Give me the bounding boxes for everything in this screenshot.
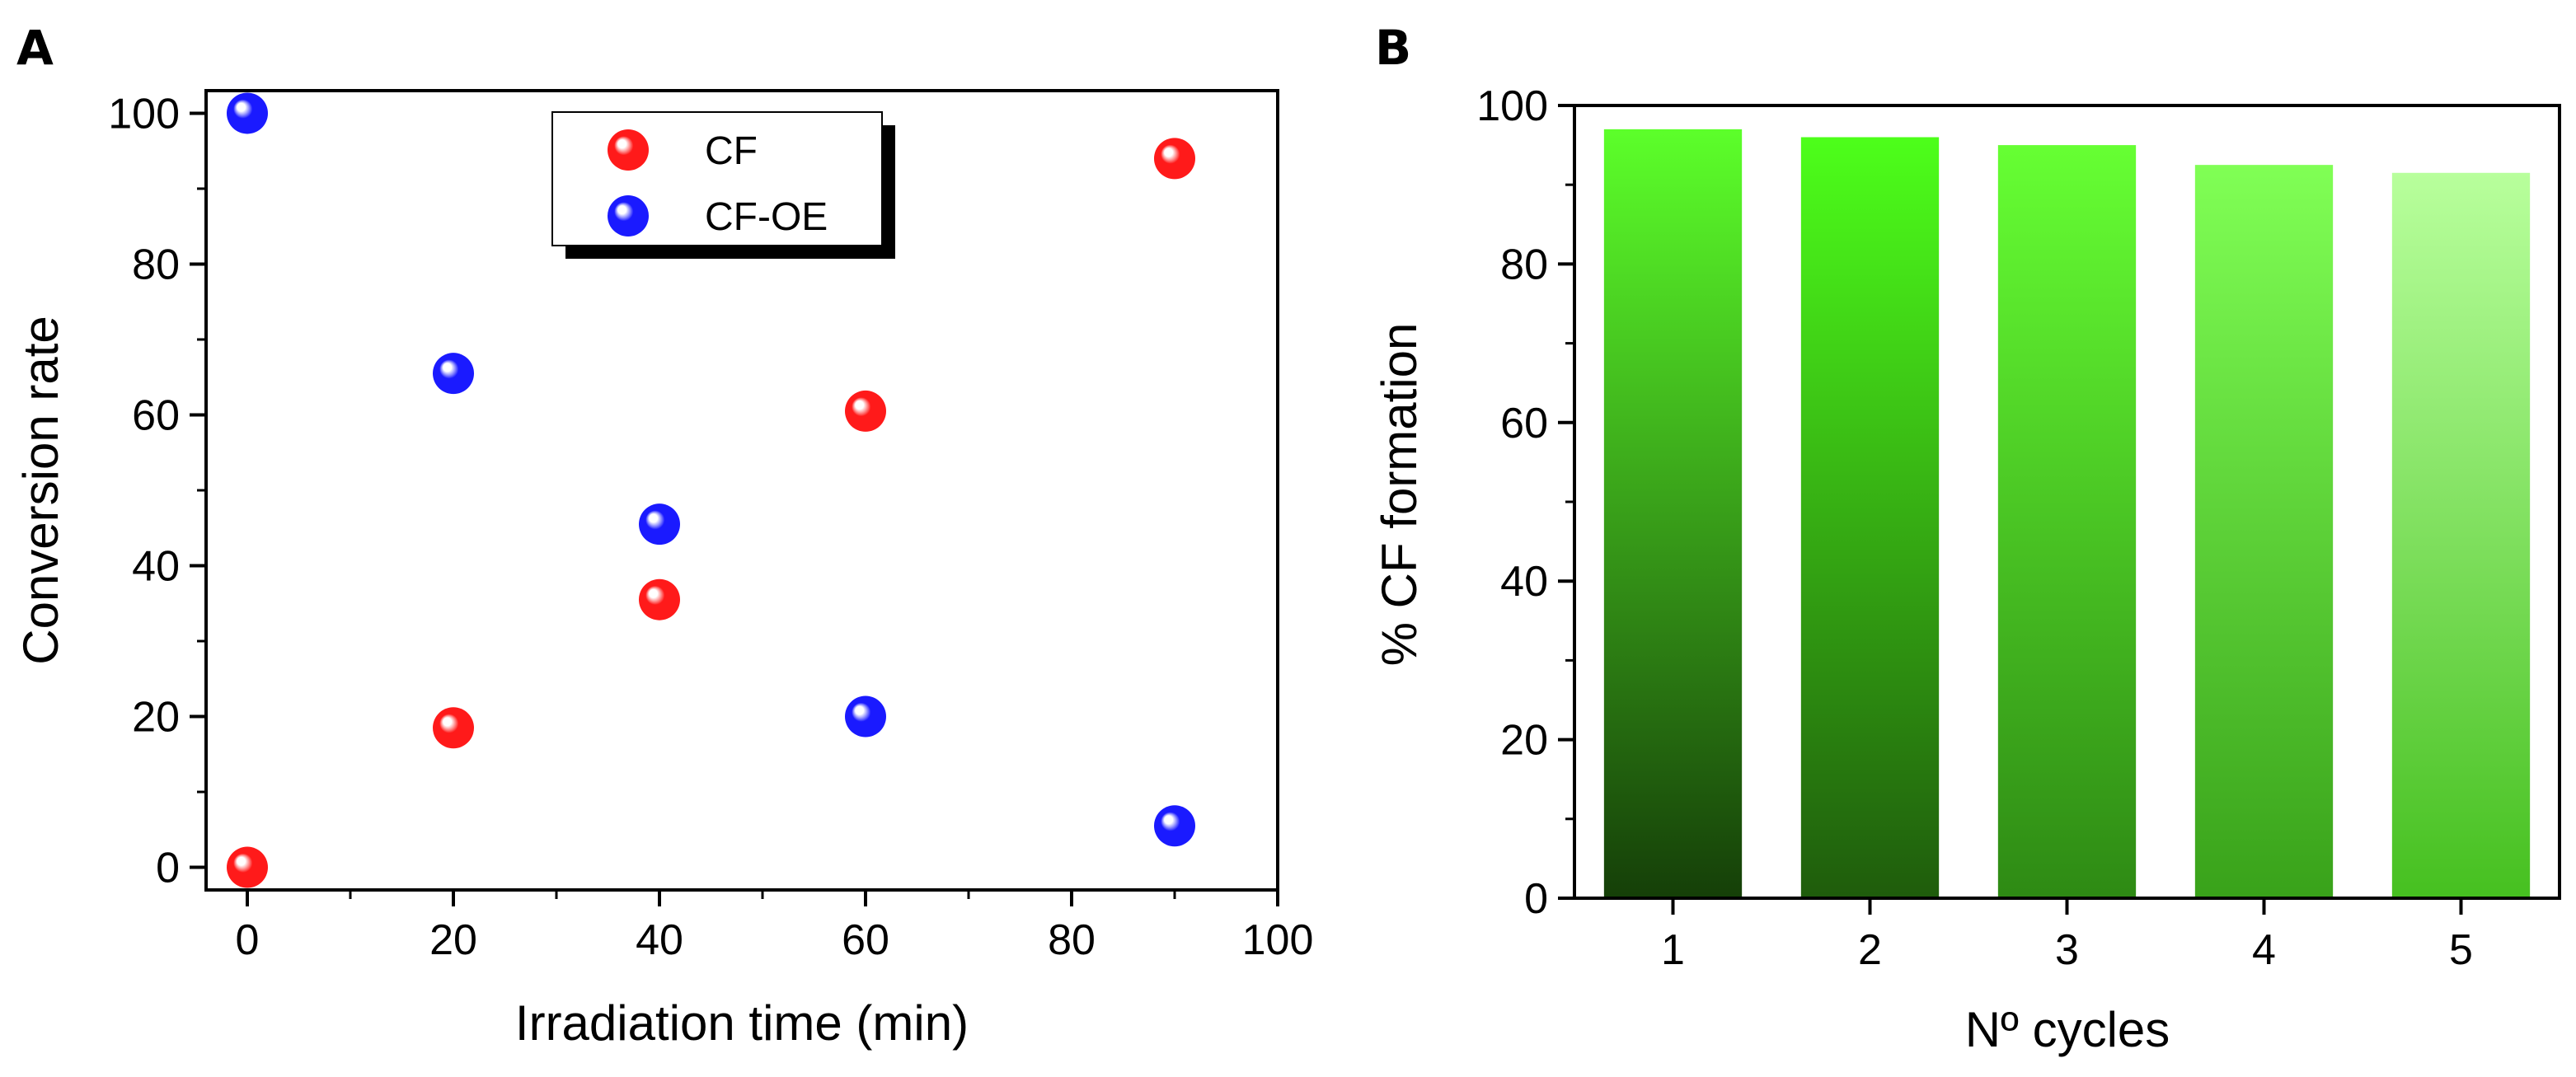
y-tick-label: 100 <box>108 90 180 138</box>
y-tick-label: 40 <box>1500 558 1548 606</box>
data-point-cf <box>639 578 680 620</box>
legend-marker-cf-oe <box>608 195 649 236</box>
panel-a-y-label: Conversion rate <box>13 316 68 665</box>
panel-a-x-label: Irradiation time (min) <box>515 995 969 1051</box>
legend-marker-cf <box>608 129 649 171</box>
bar-cycle-3 <box>1997 145 2137 899</box>
x-tick-label: 80 <box>1048 916 1096 964</box>
bar-cycle-2 <box>1800 137 1940 899</box>
y-tick-label: 0 <box>1524 875 1548 923</box>
y-tick-label: 40 <box>132 543 180 591</box>
x-tick-label: 2 <box>1858 926 1882 974</box>
y-tick-label: 100 <box>1476 82 1548 130</box>
x-tick-label: 3 <box>2055 926 2079 974</box>
y-tick-label: 20 <box>1500 717 1548 765</box>
panel-a: A 0 20 40 60 80 100 0 20 40 60 80 100 Irradiation … <box>13 20 1313 1051</box>
data-point-cf-oe <box>433 353 474 395</box>
x-tick-label: 40 <box>636 916 683 964</box>
panel-a-y-axis: 0 20 40 60 80 100 <box>108 90 206 892</box>
data-point-cf-oe <box>227 92 268 134</box>
panel-a-x-axis: 0 20 40 60 80 100 <box>236 890 1314 964</box>
y-tick-label: 60 <box>132 391 180 439</box>
y-tick-label: 0 <box>156 845 180 892</box>
panel-b-label: B <box>1375 20 1411 76</box>
y-tick-label: 80 <box>1500 241 1548 288</box>
legend-label-cf: CF <box>705 129 758 173</box>
data-point-cf <box>433 707 474 749</box>
data-point-cf <box>845 390 886 432</box>
x-tick-label: 60 <box>842 916 889 964</box>
panel-a-points <box>227 92 1195 888</box>
data-point-cf-oe <box>845 695 886 738</box>
x-tick-label: 20 <box>429 916 477 964</box>
panel-b-x-axis: 1 2 3 4 5 <box>1661 898 2473 974</box>
panel-b-y-label: % CF formation <box>1372 323 1427 667</box>
legend-box <box>551 111 883 246</box>
x-tick-label: 4 <box>2252 926 2276 974</box>
data-point-cf-oe <box>1154 805 1195 847</box>
data-point-cf <box>227 846 268 888</box>
y-tick-label: 20 <box>132 694 180 742</box>
panel-b-bars <box>1603 129 2531 899</box>
bar-cycle-5 <box>2391 172 2531 898</box>
panel-b-x-label: Nº cycles <box>1965 1002 2170 1057</box>
panel-b: B 1 2 3 4 5 0 20 40 60 80 100 Nº cycles % CF form… <box>1372 20 2561 1057</box>
data-point-cf <box>1154 138 1195 180</box>
bar-cycle-4 <box>2194 165 2334 898</box>
y-tick-label: 60 <box>1500 400 1548 447</box>
panel-a-label: A <box>16 20 54 76</box>
panel-b-y-axis: 0 20 40 60 80 100 <box>1476 82 1574 923</box>
x-tick-label: 5 <box>2449 926 2473 974</box>
panel-a-legend: CF CF-OE <box>551 111 895 259</box>
x-tick-label: 0 <box>236 916 260 964</box>
bar-cycle-1 <box>1603 129 1743 899</box>
x-tick-label: 100 <box>1242 916 1314 964</box>
legend-label-cf-oe: CF-OE <box>705 195 828 239</box>
x-tick-label: 1 <box>1661 926 1685 974</box>
data-point-cf-oe <box>639 503 680 546</box>
y-tick-label: 80 <box>132 241 180 288</box>
